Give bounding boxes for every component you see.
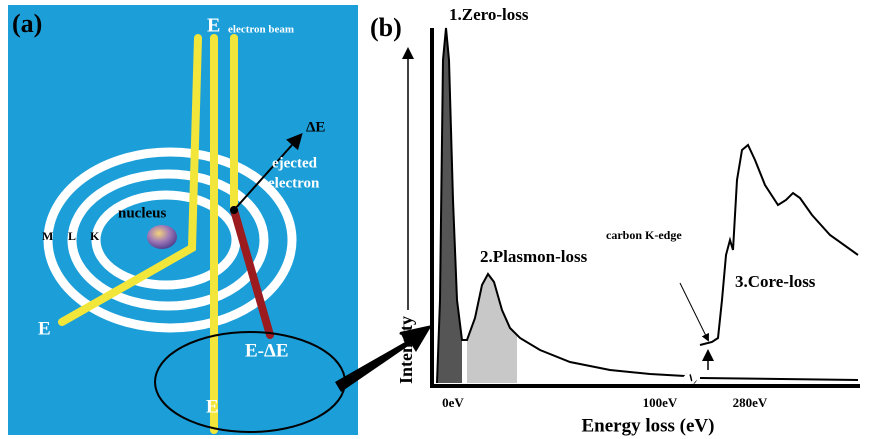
x-tick-label: 100eV [643, 395, 678, 410]
nucleus-label: nucleus [118, 205, 167, 221]
shell-label: M [42, 229, 53, 243]
delta-e: ΔE [306, 119, 325, 135]
figure: (a) E electron beam ΔE ejected electron … [0, 0, 872, 439]
edge-note: carbon K-edge [606, 228, 682, 242]
ejected-line-2: electron [268, 175, 320, 191]
peak-label: 3.Core-loss [735, 272, 816, 291]
peak-label: 2.Plasmon-loss [480, 247, 588, 266]
peak-label: 1.Zero-loss [449, 5, 529, 24]
scattered-label: E [38, 318, 51, 339]
shell-label: L [68, 229, 76, 243]
beam-caption: electron beam [228, 24, 294, 36]
x-axis-label: Energy loss (eV) [582, 415, 715, 436]
shell-label: K [90, 229, 100, 243]
loss-label: E-ΔE [245, 340, 289, 361]
transmitted-label: E [206, 396, 219, 417]
x-tick-label: 0eV [442, 395, 464, 410]
panel-label: (a) [12, 9, 42, 38]
nucleus-dot [147, 225, 177, 249]
panel-b: (b) Intensity 1.Zero-loss 2.Plasmon-loss… [370, 5, 860, 436]
panel-label: (b) [370, 13, 402, 42]
panel-a: (a) E electron beam ΔE ejected electron … [8, 5, 358, 435]
x-tick-label: 280eV [733, 395, 768, 410]
background [8, 5, 358, 435]
beam-label: E [207, 15, 220, 37]
core-loss-curve [700, 145, 858, 345]
ejected-line-1: ejected [272, 155, 318, 171]
edge-pointer [680, 283, 708, 340]
background-tail [700, 378, 858, 380]
y-axis-label: Intensity [396, 316, 416, 384]
